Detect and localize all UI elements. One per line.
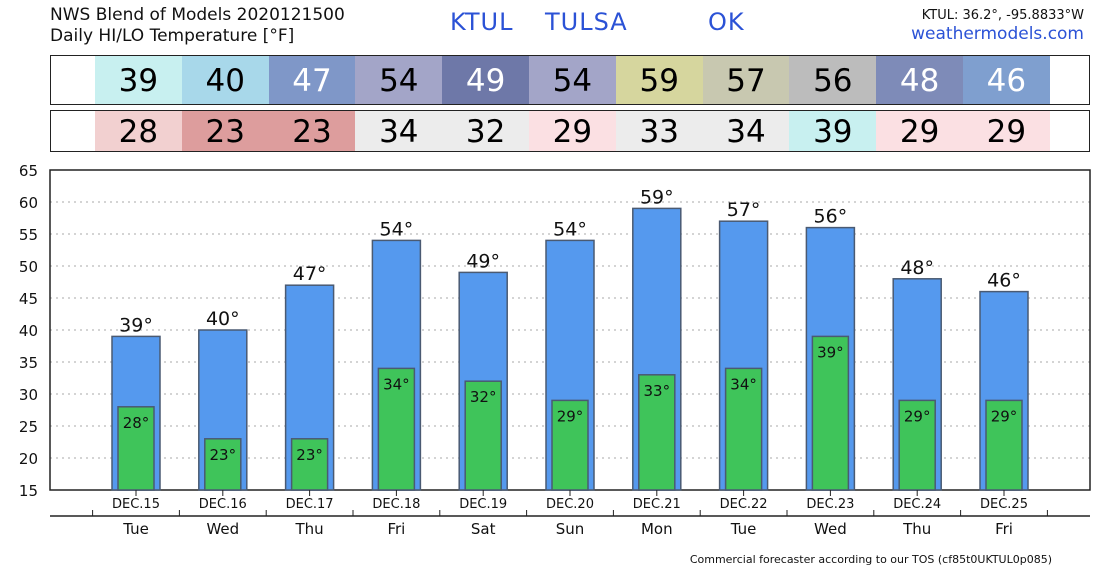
hi-strip-cell: 54	[529, 56, 616, 104]
station-city: TULSA	[545, 8, 628, 36]
y-tick-label: 50	[19, 258, 38, 276]
station-state: OK	[708, 8, 745, 36]
lo-strip-cell: 33	[615, 111, 703, 151]
x-weekday-label: Thu	[902, 520, 931, 538]
high-temp-label: 39°	[119, 314, 153, 336]
y-tick-label: 35	[19, 354, 38, 372]
high-temp-label: 56°	[814, 206, 848, 228]
x-weekday-label: Tue	[730, 520, 757, 538]
low-temp-bar	[551, 399, 589, 491]
lo-strip-cell: 28	[95, 111, 182, 151]
high-temp-label: 40°	[206, 308, 240, 330]
low-temperature-strip: 28 23 23 34 32 29 33 34 39 29 29	[50, 110, 1090, 152]
x-weekday-label: Tue	[122, 520, 149, 538]
x-date-label: DEC.18	[372, 497, 420, 512]
y-tick-label: 65	[19, 162, 38, 180]
x-weekday-label: Sat	[471, 520, 496, 538]
station-coordinates: KTUL: 36.2°, -95.8833°W	[921, 8, 1084, 23]
hi-strip-cell: 57	[702, 56, 790, 104]
lo-strip-cell: 23	[181, 111, 269, 151]
low-temp-label: 32°	[470, 388, 497, 406]
lo-strip-cell: 29	[876, 111, 963, 151]
lo-strip-cell: 34	[702, 111, 790, 151]
hi-strip-cell: 49	[442, 56, 529, 104]
chart-subtitle: Daily HI/LO Temperature [°F]	[50, 26, 295, 46]
low-temp-label: 29°	[991, 407, 1018, 425]
x-date-label: DEC.15	[112, 497, 160, 512]
low-temp-bar	[204, 438, 242, 491]
y-tick-label: 15	[19, 482, 38, 500]
x-date-label: DEC.16	[199, 497, 247, 512]
high-temp-label: 46°	[987, 270, 1021, 292]
x-date-label: DEC.24	[893, 497, 941, 512]
lo-strip-cell: 23	[268, 111, 356, 151]
x-weekday-label: Fri	[387, 520, 405, 538]
footer-note: Commercial forecaster according to our T…	[689, 553, 1052, 566]
low-temp-bar	[724, 367, 763, 491]
model-run-title: NWS Blend of Models 2020121500	[50, 5, 345, 25]
y-tick-label: 40	[19, 322, 38, 340]
low-temp-bar	[898, 399, 936, 491]
y-tick-label: 55	[19, 226, 38, 244]
x-date-label: DEC.17	[286, 497, 334, 512]
lo-strip-cell: 29	[963, 111, 1050, 151]
lo-strip-cell: 32	[442, 111, 529, 151]
hi-strip-cell: 39	[95, 56, 182, 104]
y-tick-label: 60	[19, 194, 38, 212]
x-date-label: DEC.23	[806, 497, 854, 512]
hi-strip-cell: 40	[181, 56, 269, 104]
lo-strip-cell: 39	[789, 111, 877, 151]
x-weekday-label: Mon	[641, 520, 673, 538]
x-date-label: DEC.21	[633, 497, 681, 512]
high-temperature-strip: 39 40 47 54 49 54 59 57 56 48 46	[50, 55, 1090, 105]
hi-strip-cell: 46	[963, 56, 1050, 104]
low-temp-bar	[638, 374, 676, 491]
low-temp-label: 34°	[730, 375, 757, 393]
site-link[interactable]: weathermodels.com	[911, 24, 1084, 44]
y-tick-label: 45	[19, 290, 38, 308]
high-temp-label: 48°	[900, 257, 934, 279]
low-temp-label: 33°	[644, 382, 671, 400]
x-date-label: DEC.19	[459, 497, 507, 512]
low-temp-label: 34°	[383, 375, 410, 393]
hi-strip-cell: 48	[876, 56, 963, 104]
x-weekday-label: Wed	[206, 520, 239, 538]
high-temp-label: 54°	[553, 218, 587, 240]
lo-strip-cell: 34	[355, 111, 443, 151]
x-weekday-label: Thu	[295, 520, 324, 538]
x-date-label: DEC.25	[980, 497, 1028, 512]
hi-strip-cell: 56	[789, 56, 877, 104]
x-weekday-label: Sun	[556, 520, 585, 538]
lo-strip-cell: 29	[529, 111, 616, 151]
x-date-label: DEC.22	[720, 497, 768, 512]
low-temp-bar	[811, 335, 850, 491]
high-temp-label: 59°	[640, 186, 674, 208]
high-temp-label: 47°	[293, 263, 327, 285]
chart-header-right: KTUL: 36.2°, -95.8833°W weathermodels.co…	[911, 6, 1084, 44]
low-temp-label: 23°	[296, 446, 323, 464]
hi-strip-cell: 54	[355, 56, 443, 104]
chart-header-left: NWS Blend of Models 2020121500 Daily HI/…	[50, 5, 345, 47]
high-temp-label: 49°	[466, 250, 500, 272]
low-temp-bar	[377, 367, 416, 491]
y-tick-label: 25	[19, 418, 38, 436]
low-temp-label: 39°	[817, 343, 844, 361]
station-id: KTUL	[450, 8, 514, 36]
low-temp-label: 23°	[210, 446, 237, 464]
x-date-label: DEC.20	[546, 497, 594, 512]
low-temp-bar	[117, 406, 155, 491]
low-temp-label: 28°	[123, 414, 150, 432]
hi-strip-cell: 59	[615, 56, 703, 104]
low-temp-label: 29°	[557, 407, 584, 425]
low-temp-bar	[464, 380, 502, 491]
y-tick-label: 30	[19, 386, 38, 404]
high-temp-label: 54°	[380, 218, 414, 240]
high-temp-label: 57°	[727, 199, 761, 221]
hi-strip-cell: 47	[268, 56, 356, 104]
x-weekday-label: Wed	[814, 520, 847, 538]
y-tick-label: 20	[19, 450, 38, 468]
x-weekday-label: Fri	[995, 520, 1013, 538]
low-temp-label: 29°	[904, 407, 931, 425]
